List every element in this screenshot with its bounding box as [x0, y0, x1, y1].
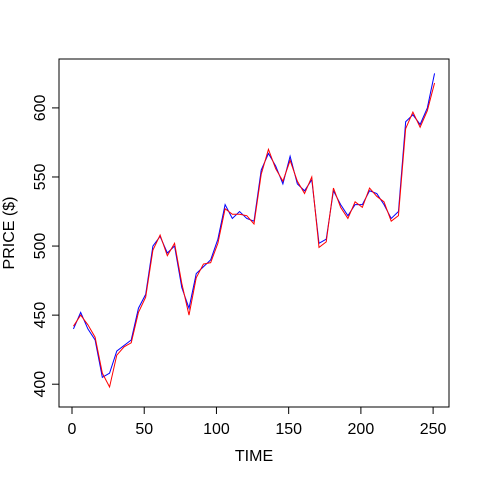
y-tick-label: 600: [32, 94, 49, 121]
y-tick-label: 450: [32, 302, 49, 329]
y-tick-label: 500: [32, 233, 49, 260]
y-tick-label: 550: [32, 164, 49, 191]
x-tick-label: 100: [203, 421, 230, 438]
x-tick-label: 0: [68, 421, 77, 438]
series-line: [72, 73, 436, 379]
x-axis-label: TIME: [235, 448, 273, 465]
y-tick-label: 400: [32, 371, 49, 398]
x-tick-label: 200: [348, 421, 375, 438]
x-tick-label: 150: [275, 421, 302, 438]
series-line: [73, 82, 436, 389]
y-axis-label: PRICE ($): [1, 197, 18, 270]
x-tick-label: 50: [135, 421, 153, 438]
x-tick-label: 250: [420, 421, 447, 438]
